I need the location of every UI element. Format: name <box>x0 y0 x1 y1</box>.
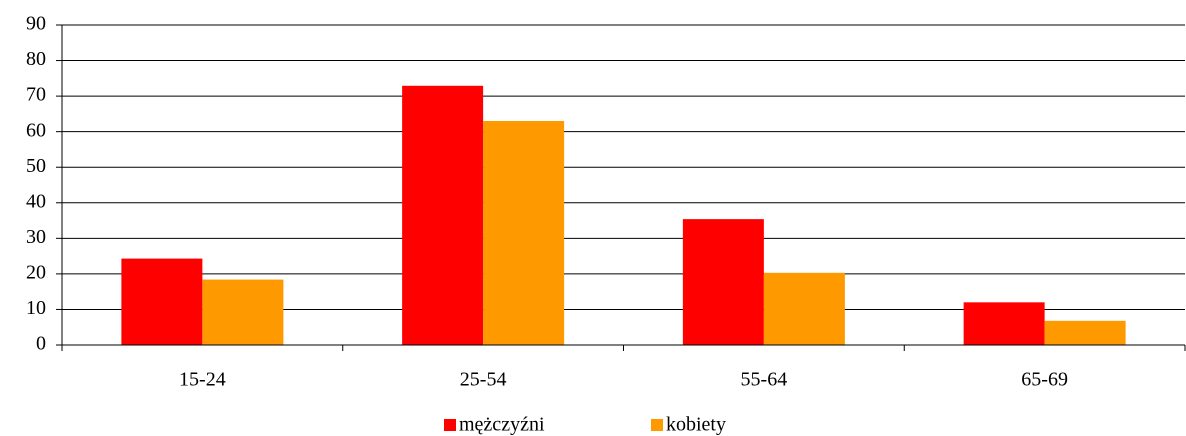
legend-swatch <box>444 419 456 431</box>
y-tick-label: 0 <box>36 333 46 355</box>
y-tick-label: 40 <box>26 190 46 212</box>
bar <box>402 85 484 346</box>
bar <box>682 219 764 345</box>
bar <box>763 272 845 345</box>
x-tick-label: 25-54 <box>460 369 507 391</box>
legend-label: mężczyźni <box>459 414 545 436</box>
bar <box>963 302 1045 345</box>
y-tick-label: 30 <box>26 226 46 248</box>
y-tick-label: 80 <box>26 48 46 70</box>
x-tick-label: 55-64 <box>741 369 788 391</box>
y-tick-label: 60 <box>26 119 46 141</box>
y-tick-label: 10 <box>26 297 46 319</box>
bar <box>483 121 565 345</box>
y-tick-label: 20 <box>26 261 46 283</box>
bar <box>121 258 203 345</box>
x-tick-label: 65-69 <box>1021 369 1068 391</box>
x-tick-label: 15-24 <box>179 369 226 391</box>
legend-label: kobiety <box>666 414 726 436</box>
y-tick-label: 90 <box>26 13 46 35</box>
bar <box>202 279 284 345</box>
legend-swatch <box>651 419 663 431</box>
y-tick-label: 70 <box>26 84 46 106</box>
bar <box>1044 320 1126 345</box>
y-tick-label: 50 <box>26 155 46 177</box>
